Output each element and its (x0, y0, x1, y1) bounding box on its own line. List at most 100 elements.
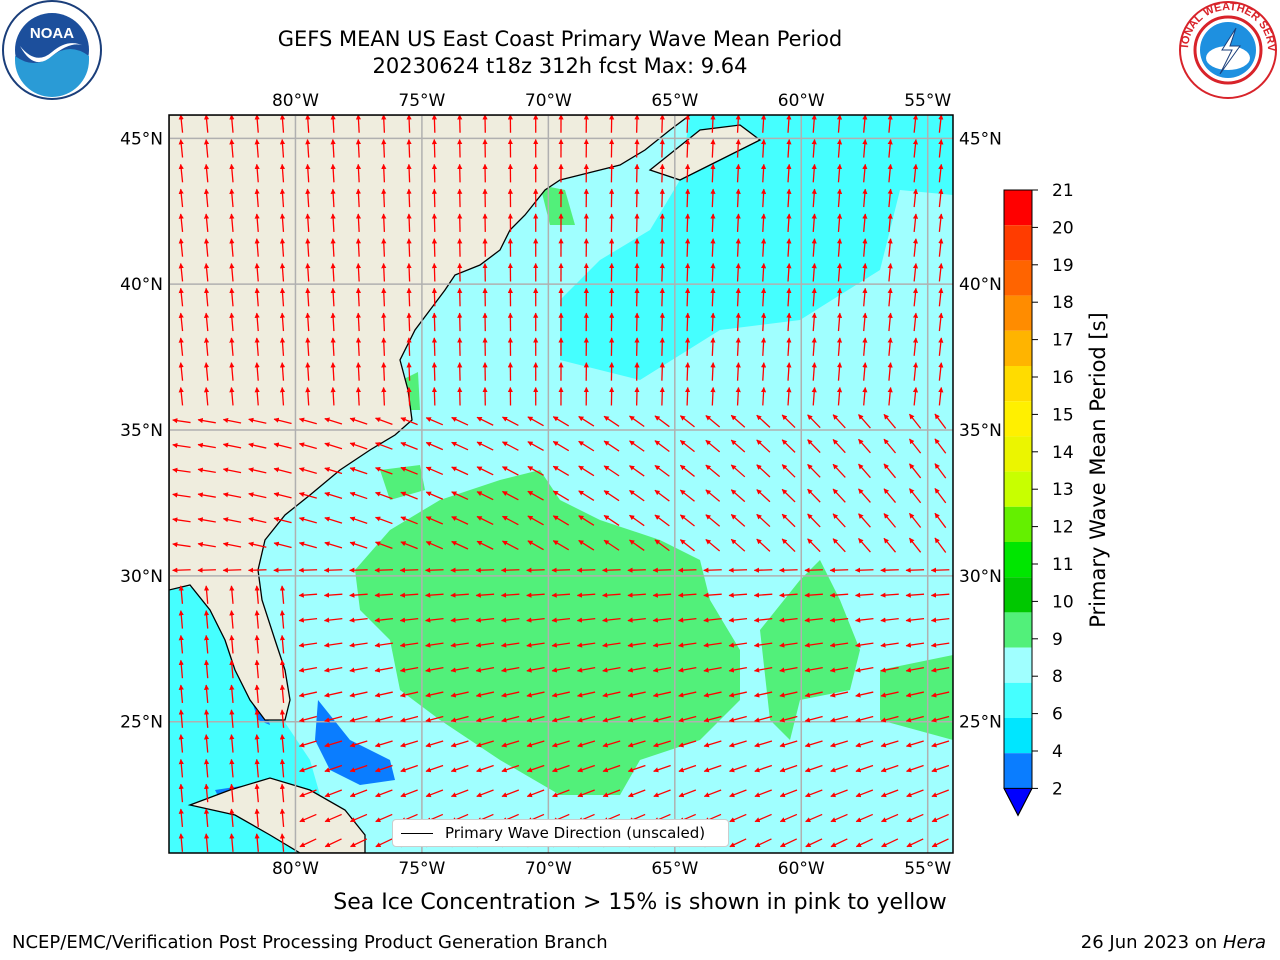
wave-arrow (804, 715, 823, 723)
wave-arrow (450, 567, 469, 573)
wave-arrow (629, 489, 645, 502)
wave-arrow (451, 466, 469, 476)
wave-arrow (930, 617, 950, 623)
wave-arrow (381, 386, 387, 406)
wave-arrow (298, 715, 317, 723)
wave-arrow (836, 163, 843, 183)
wave-arrow (930, 592, 950, 598)
wave-arrow (685, 386, 691, 406)
wave-arrow (475, 666, 495, 673)
wave-arrow (729, 764, 747, 773)
wave-arrow (279, 783, 286, 803)
wave-arrow (229, 585, 235, 604)
wave-arrow (760, 139, 767, 158)
wave-arrow (323, 567, 343, 573)
colorbar-swatch (1004, 577, 1032, 613)
wave-arrow (811, 287, 817, 307)
lon-tick-bottom: 55°W (904, 859, 951, 879)
wave-arrow (754, 764, 773, 773)
wave-arrow (930, 642, 950, 648)
wave-arrow (254, 287, 260, 307)
wave-arrow (279, 610, 286, 629)
wave-arrow (431, 188, 438, 208)
wave-arrow (203, 213, 210, 232)
wave-arrow (399, 642, 419, 648)
wave-arrow (760, 213, 767, 232)
wave-arrow (603, 465, 620, 477)
wave-arrow (678, 764, 697, 773)
lat-tick-right: 40°N (959, 275, 1002, 295)
lon-tick-bottom: 60°W (778, 859, 825, 879)
wave-arrow (730, 489, 746, 503)
wave-arrow (476, 441, 494, 451)
wave-arrow (298, 541, 317, 549)
wave-arrow (779, 764, 798, 773)
wave-arrow (476, 515, 494, 526)
wave-arrow (659, 139, 665, 158)
wave-arrow (406, 139, 412, 158)
wave-arrow (807, 513, 821, 528)
wave-arrow (679, 439, 695, 453)
wave-arrow (298, 666, 318, 673)
colorbar-swatch (1004, 330, 1032, 366)
wave-arrow (938, 115, 944, 133)
colorbar-swatch (1004, 190, 1032, 226)
wave-arrow (602, 617, 621, 623)
wave-arrow (349, 715, 368, 723)
wave-arrow (705, 489, 721, 502)
wave-arrow (279, 139, 286, 158)
noaa-logo: NOAA (2, 0, 102, 100)
wave-arrow (576, 666, 596, 673)
wave-arrow (279, 312, 286, 332)
lat-tick-left: 45°N (120, 129, 163, 149)
wave-arrow (178, 808, 184, 828)
noaa-logo-text: NOAA (30, 25, 74, 42)
wave-arrow (880, 567, 899, 573)
wave-arrow (754, 813, 772, 823)
wave-arrow (855, 740, 874, 748)
wave-arrow (324, 491, 343, 499)
wave-arrow (355, 312, 362, 332)
wave-arrow (735, 362, 741, 381)
wave-arrow (451, 416, 469, 426)
wave-arrow (756, 538, 771, 552)
wave-arrow (912, 188, 919, 208)
wave-arrow (273, 516, 292, 524)
wave-arrow (178, 387, 184, 406)
wave-arrow (172, 567, 191, 573)
wave-arrow (203, 709, 210, 728)
wave-arrow (760, 362, 767, 381)
wave-arrow (254, 833, 260, 852)
wave-arrow (908, 488, 922, 504)
wave-arrow (527, 441, 544, 452)
wave-arrow (349, 642, 368, 648)
wave-arrow (804, 592, 823, 598)
wave-arrow (883, 438, 897, 454)
wave-arrow (330, 213, 336, 232)
wave-arrow (887, 263, 893, 282)
wave-arrow (938, 387, 944, 406)
wave-arrow (551, 617, 571, 623)
wave-arrow (811, 163, 817, 183)
wave-arrow (527, 515, 544, 526)
wave-arrow (728, 715, 747, 723)
wave-arrow (381, 287, 387, 307)
wave-arrow (324, 442, 343, 450)
wave-arrow (653, 764, 671, 773)
wave-arrow (862, 362, 868, 381)
wave-arrow (229, 634, 235, 654)
wave-arrow (374, 642, 393, 648)
wave-arrow (854, 592, 874, 598)
wave-arrow (730, 538, 746, 552)
wave-arrow (629, 465, 645, 477)
wave-arrow (305, 362, 311, 381)
wave-arrow (703, 666, 722, 673)
wave-arrow (431, 312, 438, 332)
wave-arrow (305, 139, 311, 158)
wave-arrow (355, 287, 362, 307)
wave-arrow (756, 439, 771, 453)
wave-arrow (476, 740, 494, 748)
wave-arrow (203, 758, 210, 778)
wave-arrow (254, 238, 260, 257)
wave-arrow (602, 789, 621, 798)
